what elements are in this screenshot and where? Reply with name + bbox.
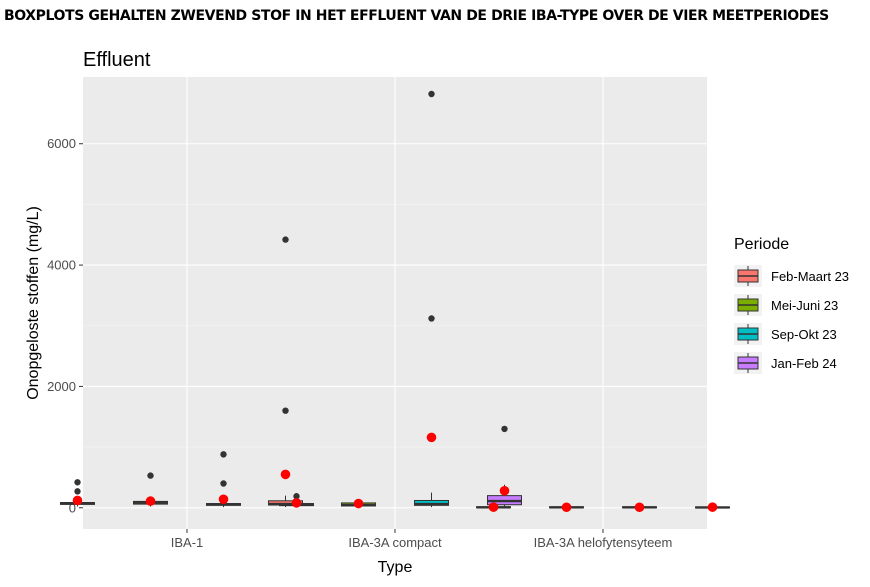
box-iqr bbox=[414, 499, 449, 506]
mean-point bbox=[280, 469, 291, 480]
outlier-point bbox=[282, 407, 289, 414]
mean-point bbox=[561, 502, 572, 513]
legend-label: Feb-Maart 23 bbox=[771, 269, 849, 284]
outlier-point bbox=[282, 236, 289, 243]
mean-point bbox=[72, 495, 83, 506]
x-tick-label: IBA-1 bbox=[171, 535, 204, 550]
y-tick-label: 4000 bbox=[47, 258, 76, 273]
legend-label: Jan-Feb 24 bbox=[771, 356, 837, 371]
outlier-point bbox=[501, 425, 508, 433]
box-group bbox=[487, 425, 522, 508]
y-tick-label: 0 bbox=[69, 500, 76, 515]
mean-point bbox=[499, 485, 510, 496]
legend-item: Jan-Feb 24 bbox=[734, 352, 837, 374]
outlier-point bbox=[147, 472, 154, 479]
legend-item: Mei-Juni 23 bbox=[734, 294, 838, 316]
outlier-point bbox=[74, 479, 81, 486]
plot-title: Effluent bbox=[83, 49, 151, 71]
legend-item: Sep-Okt 23 bbox=[734, 323, 837, 345]
grid-lines bbox=[83, 77, 707, 529]
legend: Periode Feb-Maart 23 Mei-Juni 23 Sep-Okt 2… bbox=[734, 236, 849, 374]
outlier-point bbox=[428, 315, 435, 322]
outlier-point bbox=[293, 493, 300, 500]
y-tick-label: 2000 bbox=[47, 379, 76, 394]
x-axis-label: Type bbox=[378, 559, 413, 576]
mean-point bbox=[145, 496, 156, 506]
axis-ticks: 0 2000 4000 6000 IBA-1 IBA-3A compact IBA-3A h… bbox=[47, 136, 672, 550]
outlier-point bbox=[428, 90, 435, 98]
y-tick-label: 6000 bbox=[47, 136, 76, 151]
outlier-point bbox=[220, 480, 227, 487]
mean-point bbox=[488, 502, 499, 512]
x-tick-label: IBA-3A helofytensyteem bbox=[534, 535, 673, 550]
mean-point bbox=[426, 432, 437, 443]
legend-item: Feb-Maart 23 bbox=[734, 265, 849, 287]
box-marks bbox=[60, 90, 730, 513]
figure-heading: BOXPLOTS GEHALTEN ZWEVEND STOF IN HET EF… bbox=[4, 8, 829, 24]
outlier-point bbox=[74, 488, 81, 495]
legend-label: Sep-Okt 23 bbox=[771, 327, 837, 342]
x-tick-label: IBA-3A compact bbox=[348, 535, 442, 550]
legend-label: Mei-Juni 23 bbox=[771, 298, 838, 313]
mean-point bbox=[353, 498, 364, 509]
box-group bbox=[414, 90, 449, 508]
mean-point bbox=[634, 502, 645, 513]
mean-point bbox=[291, 498, 302, 508]
outlier-point bbox=[220, 451, 227, 458]
legend-title: Periode bbox=[734, 236, 789, 253]
mean-point bbox=[218, 494, 229, 505]
mean-point bbox=[707, 502, 718, 512]
y-axis-label: Onopgeloste stoffen (mg/L) bbox=[25, 206, 42, 400]
